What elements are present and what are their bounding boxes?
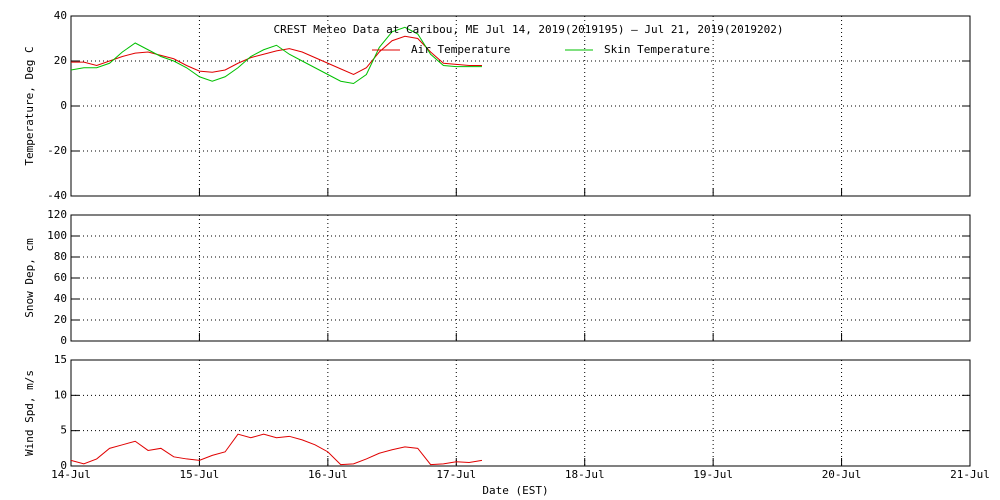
y-tick-label: 20 <box>54 54 67 67</box>
y-axis-label: Wind Spd, m/s <box>23 370 36 456</box>
y-tick-label: 0 <box>60 334 67 347</box>
y-tick-label: -20 <box>47 144 67 157</box>
y-tick-label: 0 <box>60 459 67 472</box>
y-tick-label: 100 <box>47 229 67 242</box>
y-tick-label: 5 <box>60 424 67 437</box>
y-tick-label: 120 <box>47 208 67 221</box>
x-tick-label: 14-Jul <box>51 468 91 481</box>
x-tick-label: 15-Jul <box>180 468 220 481</box>
chart-title: CREST Meteo Data at Caribou, ME Jul 14, … <box>274 23 784 36</box>
x-tick-label: 18-Jul <box>565 468 605 481</box>
x-tick-label: 21-Jul <box>950 468 990 481</box>
x-tick-label: 19-Jul <box>693 468 733 481</box>
y-tick-label: 15 <box>54 353 67 366</box>
x-tick-label: 17-Jul <box>436 468 476 481</box>
x-tick-label: 20-Jul <box>822 468 862 481</box>
y-tick-label: 80 <box>54 250 67 263</box>
data-line <box>70 26 482 85</box>
y-tick-label: 10 <box>54 388 67 401</box>
y-tick-label: 0 <box>60 99 67 112</box>
y-tick-label: 20 <box>54 313 67 326</box>
y-axis-label: Snow Dep, cm <box>23 238 36 318</box>
x-axis-label: Date (EST) <box>482 484 548 497</box>
y-tick-label: 40 <box>54 292 67 305</box>
y-tick-label: 40 <box>54 9 67 22</box>
legend-label: Air Temperature <box>411 43 510 56</box>
y-tick-label: -40 <box>47 189 67 202</box>
x-tick-label: 16-Jul <box>308 468 348 481</box>
y-tick-label: 60 <box>54 271 67 284</box>
data-line <box>71 35 482 76</box>
data-line <box>70 433 483 466</box>
plot-frame <box>70 359 971 467</box>
legend-label: Skin Temperature <box>604 43 710 56</box>
y-axis-label: Temperature, Deg C <box>23 46 36 165</box>
